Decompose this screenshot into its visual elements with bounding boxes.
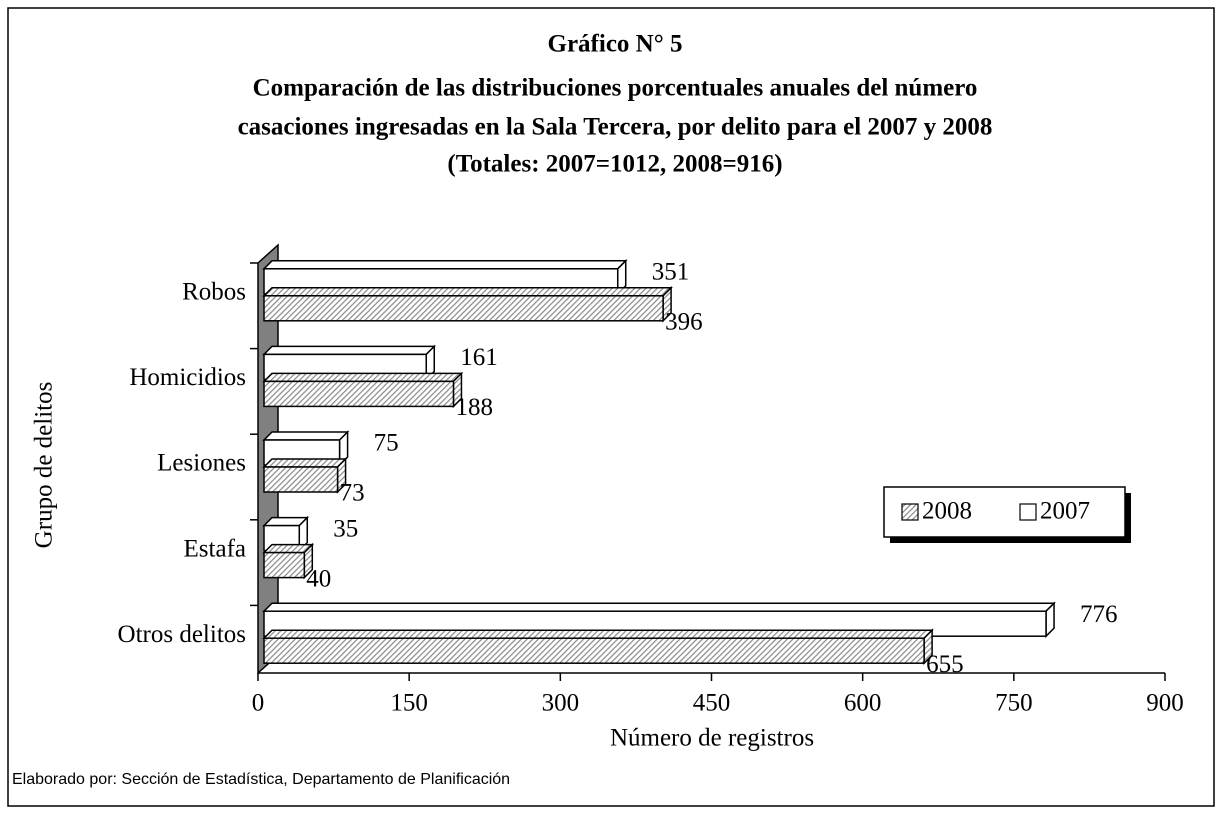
value-label: 655 — [926, 651, 964, 678]
legend-swatch — [901, 503, 919, 521]
bar — [263, 466, 339, 493]
bar — [263, 637, 925, 664]
bar — [263, 551, 306, 579]
chart-title: Comparación de las distribuciones porcen… — [253, 75, 978, 102]
value-label: 776 — [1080, 601, 1118, 628]
bar-top — [262, 287, 673, 297]
value-label: 188 — [455, 394, 493, 421]
x-tick-label: 900 — [1146, 690, 1184, 717]
y-tick-label: Estafa — [184, 535, 246, 562]
value-label: 73 — [340, 480, 365, 507]
y-tick-label: Lesiones — [157, 450, 246, 477]
bar-top — [262, 602, 1056, 612]
legend-label: 2008 — [922, 498, 972, 525]
legend-swatch — [1019, 503, 1037, 521]
value-label: 35 — [333, 515, 358, 542]
y-tick-label: Robos — [182, 279, 246, 306]
bar-top — [262, 458, 348, 468]
x-tick-label: 0 — [252, 690, 265, 717]
legend — [883, 486, 1126, 538]
value-label: 161 — [460, 344, 498, 371]
bar — [263, 295, 664, 322]
x-axis-label: Número de registros — [610, 725, 814, 752]
value-label: 75 — [374, 430, 399, 457]
bar-top — [262, 629, 934, 639]
bar — [263, 380, 455, 408]
y-axis-label: Grupo de delitos — [31, 382, 58, 549]
value-label: 351 — [652, 259, 690, 286]
legend-label: 2007 — [1040, 498, 1090, 525]
value-label: 396 — [665, 309, 703, 336]
x-tick-label: 150 — [390, 690, 428, 717]
chart-title: Gráfico N° 5 — [548, 31, 683, 58]
y-tick-label: Otros delitos — [118, 621, 246, 648]
x-tick-label: 750 — [995, 690, 1033, 717]
y-tick-label: Homicidios — [129, 364, 246, 391]
chart-title: (Totales: 2007=1012, 2008=916) — [447, 151, 782, 178]
bar-top — [262, 431, 350, 441]
x-tick-label: 450 — [693, 690, 731, 717]
chart-title: casaciones ingresadas en la Sala Tercera… — [238, 114, 993, 141]
bar-top — [262, 345, 437, 356]
value-label: 40 — [306, 565, 331, 592]
bar-top — [262, 372, 464, 383]
x-tick-label: 600 — [844, 690, 882, 717]
bar-top — [262, 260, 628, 270]
footnote: Elaborado por: Sección de Estadística, D… — [12, 771, 510, 788]
x-tick-label: 300 — [542, 690, 580, 717]
